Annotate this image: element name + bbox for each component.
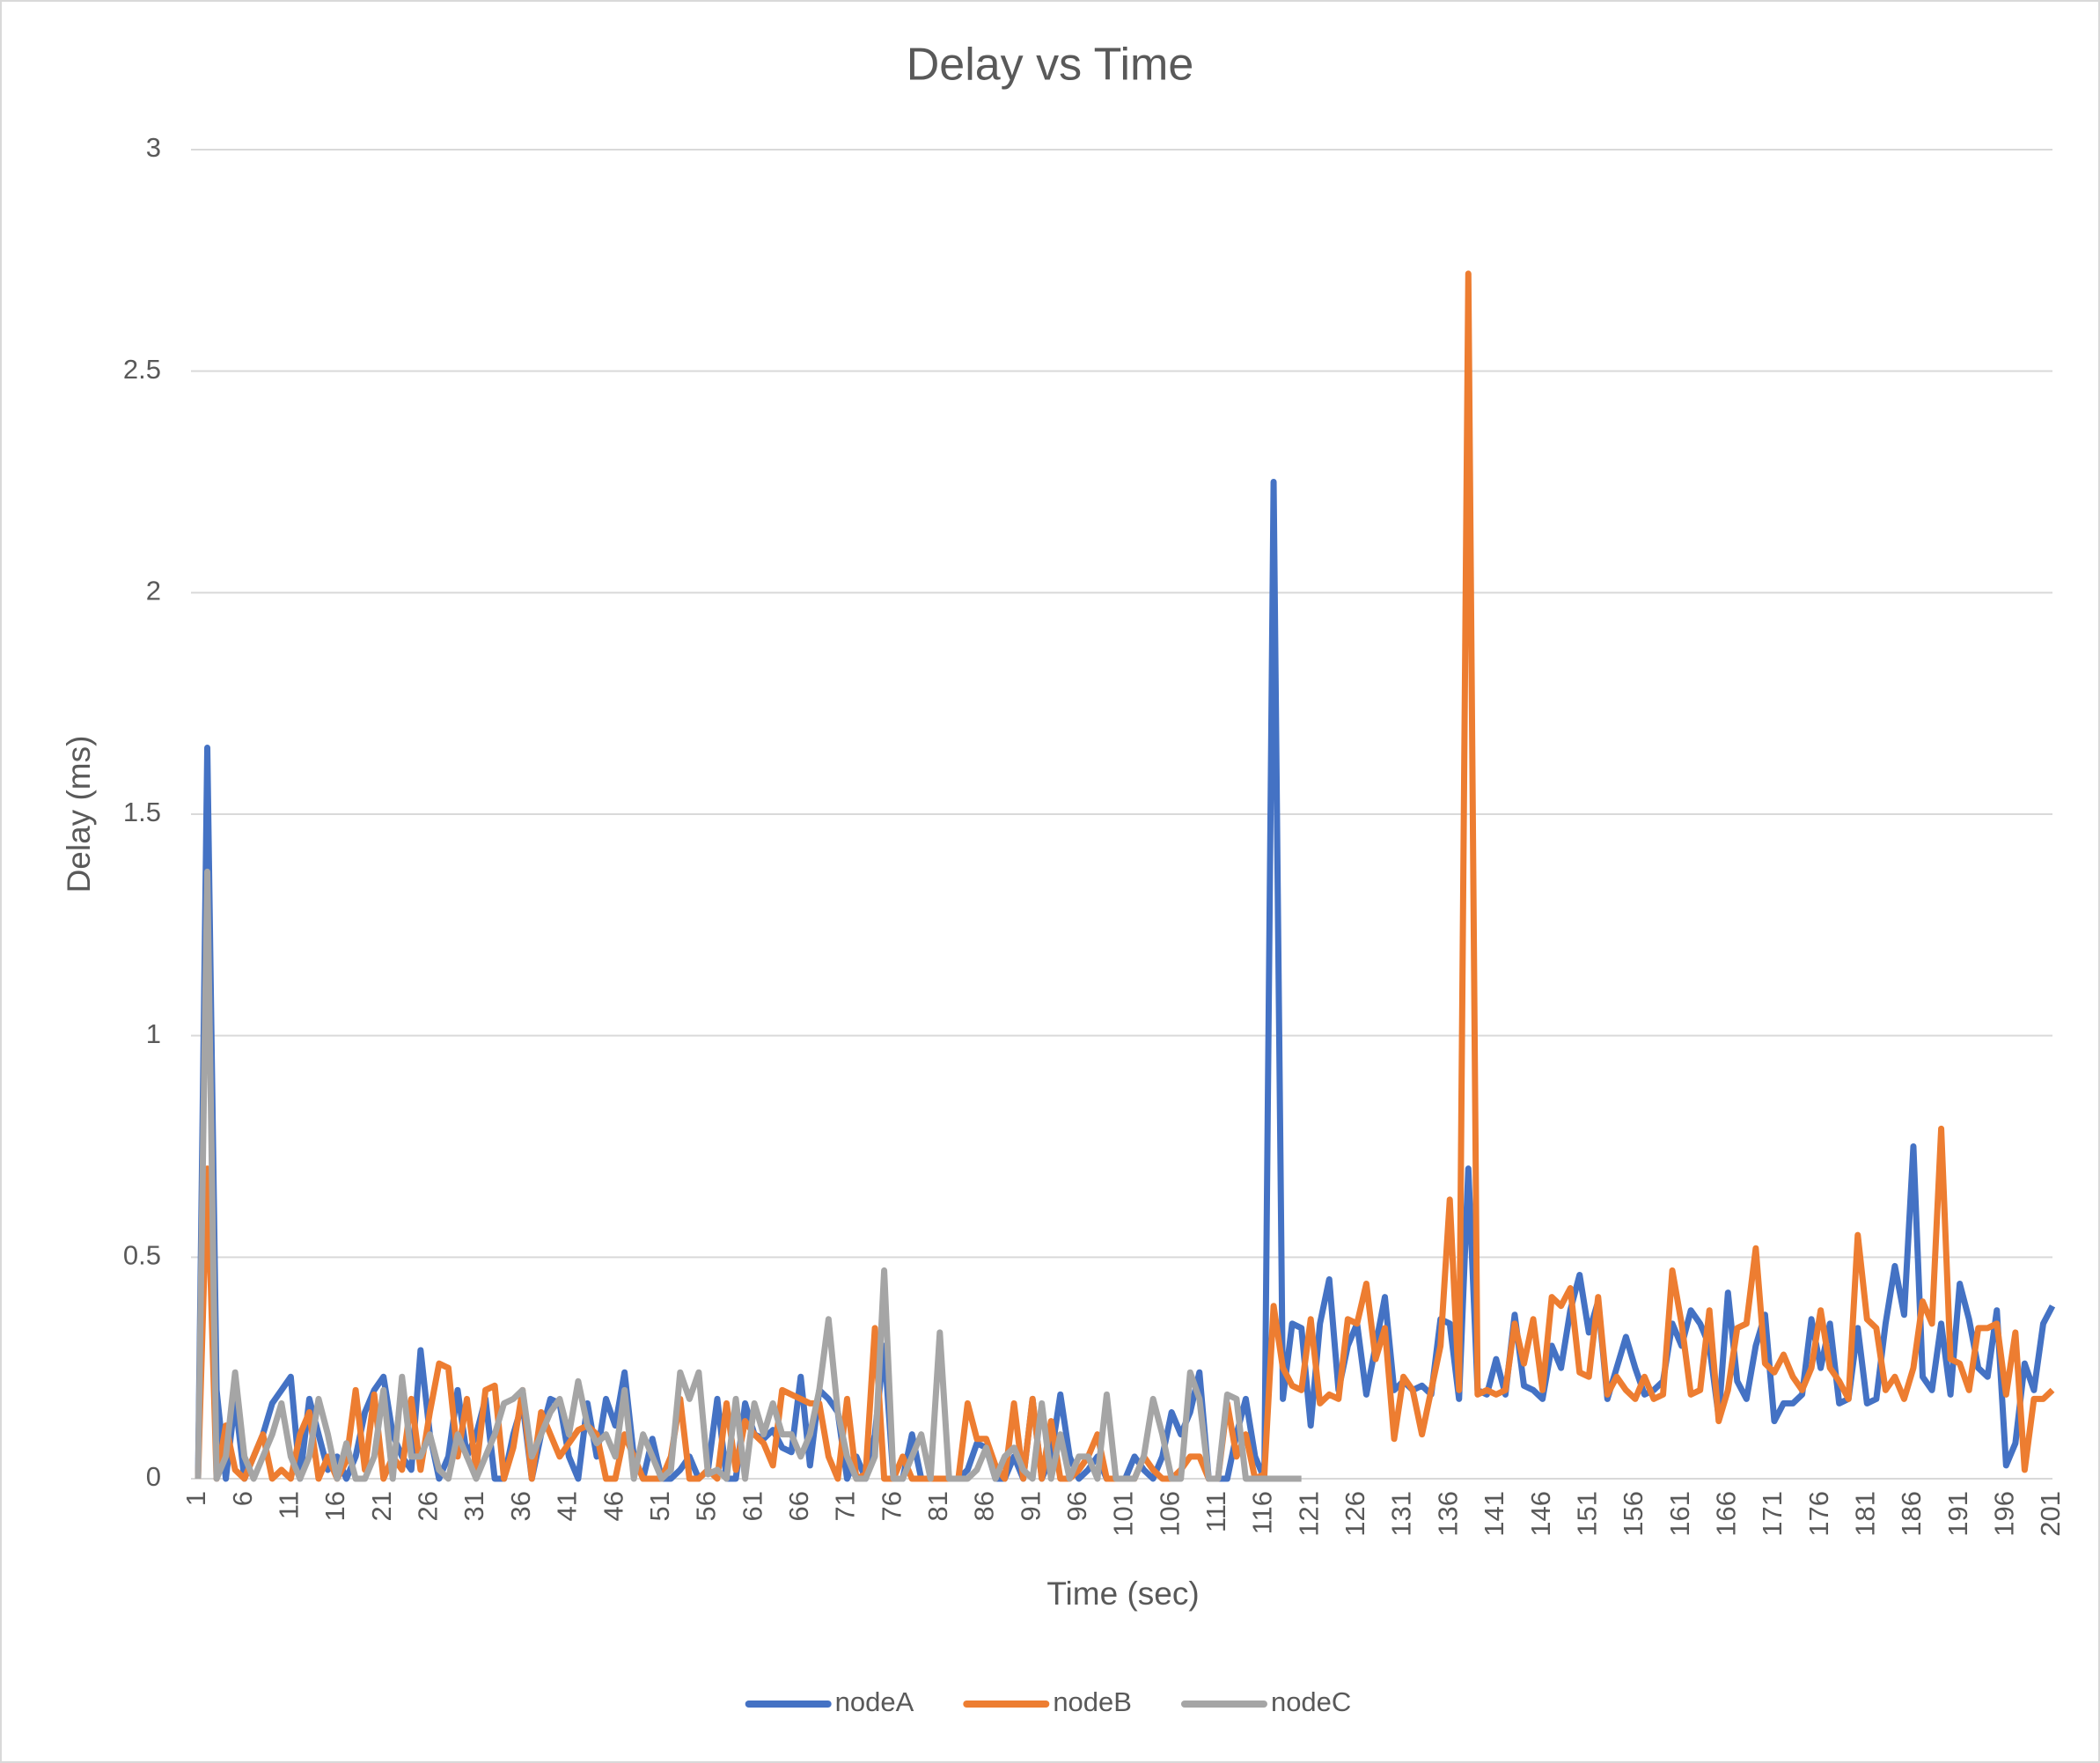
y-tick-label: 2.5: [123, 354, 161, 385]
x-tick-label: 46: [598, 1491, 628, 1521]
x-tick-label: 86: [969, 1491, 1000, 1521]
x-tick-label: 201: [2035, 1491, 2066, 1537]
x-tick-label: 101: [1108, 1491, 1139, 1537]
x-tick-label: 36: [505, 1491, 536, 1521]
x-axis-title: Time (sec): [1046, 1576, 1199, 1612]
x-tick-label: 26: [413, 1491, 444, 1521]
y-axis-title: Delay (ms): [61, 736, 97, 893]
x-tick-label: 61: [737, 1491, 767, 1521]
x-tick-label: 11: [274, 1491, 305, 1519]
x-tick-label: 196: [1989, 1491, 2020, 1537]
x-tick-label: 141: [1479, 1491, 1509, 1537]
x-tick-label: 16: [319, 1491, 350, 1521]
x-tick-label: 166: [1710, 1491, 1741, 1537]
y-tick-label: 0.5: [123, 1240, 161, 1271]
x-tick-label: 111: [1201, 1491, 1231, 1532]
x-tick-label: 171: [1757, 1491, 1788, 1537]
x-tick-label: 81: [922, 1491, 953, 1521]
x-tick-label: 66: [783, 1491, 814, 1521]
x-tick-label: 71: [830, 1491, 861, 1521]
chart-title: Delay vs Time: [907, 40, 1194, 91]
y-tick-label: 3: [146, 132, 161, 163]
y-tick-label: 1.5: [123, 797, 161, 827]
series-line: [195, 868, 1302, 1482]
x-tick-label: 151: [1571, 1491, 1602, 1537]
x-tick-label: 176: [1803, 1491, 1834, 1537]
x-tick-label: 136: [1432, 1491, 1463, 1537]
x-tick-label: 106: [1154, 1491, 1185, 1537]
x-tick-label: 146: [1525, 1491, 1556, 1537]
x-tick-label: 186: [1896, 1491, 1927, 1537]
x-tick-label: 6: [227, 1491, 258, 1506]
x-tick-label: 51: [644, 1491, 675, 1521]
x-tick-label: 116: [1247, 1491, 1278, 1534]
legend-label: nodeA: [835, 1686, 914, 1717]
x-tick-label: 181: [1849, 1491, 1880, 1537]
x-tick-label: 126: [1340, 1491, 1370, 1537]
x-tick-label: 41: [552, 1491, 583, 1521]
y-tick-label: 0: [146, 1461, 161, 1492]
x-tick-label: 121: [1293, 1491, 1324, 1537]
y-tick-label: 2: [146, 576, 161, 606]
x-tick-label: 31: [459, 1491, 489, 1521]
x-tick-label: 91: [1015, 1491, 1046, 1521]
x-tick-label: 76: [876, 1491, 907, 1521]
x-tick-label: 1: [180, 1491, 211, 1506]
x-tick-label: 156: [1618, 1491, 1648, 1537]
x-tick-label: 131: [1386, 1491, 1417, 1537]
x-tick-label: 21: [366, 1491, 397, 1521]
x-tick-label: 56: [691, 1491, 722, 1521]
legend-label: nodeC: [1271, 1686, 1351, 1717]
y-tick-label: 1: [146, 1018, 161, 1049]
x-tick-label: 191: [1942, 1491, 1973, 1537]
x-tick-label: 96: [1061, 1491, 1092, 1521]
legend-label: nodeB: [1053, 1686, 1132, 1717]
x-tick-label: 161: [1664, 1491, 1695, 1537]
